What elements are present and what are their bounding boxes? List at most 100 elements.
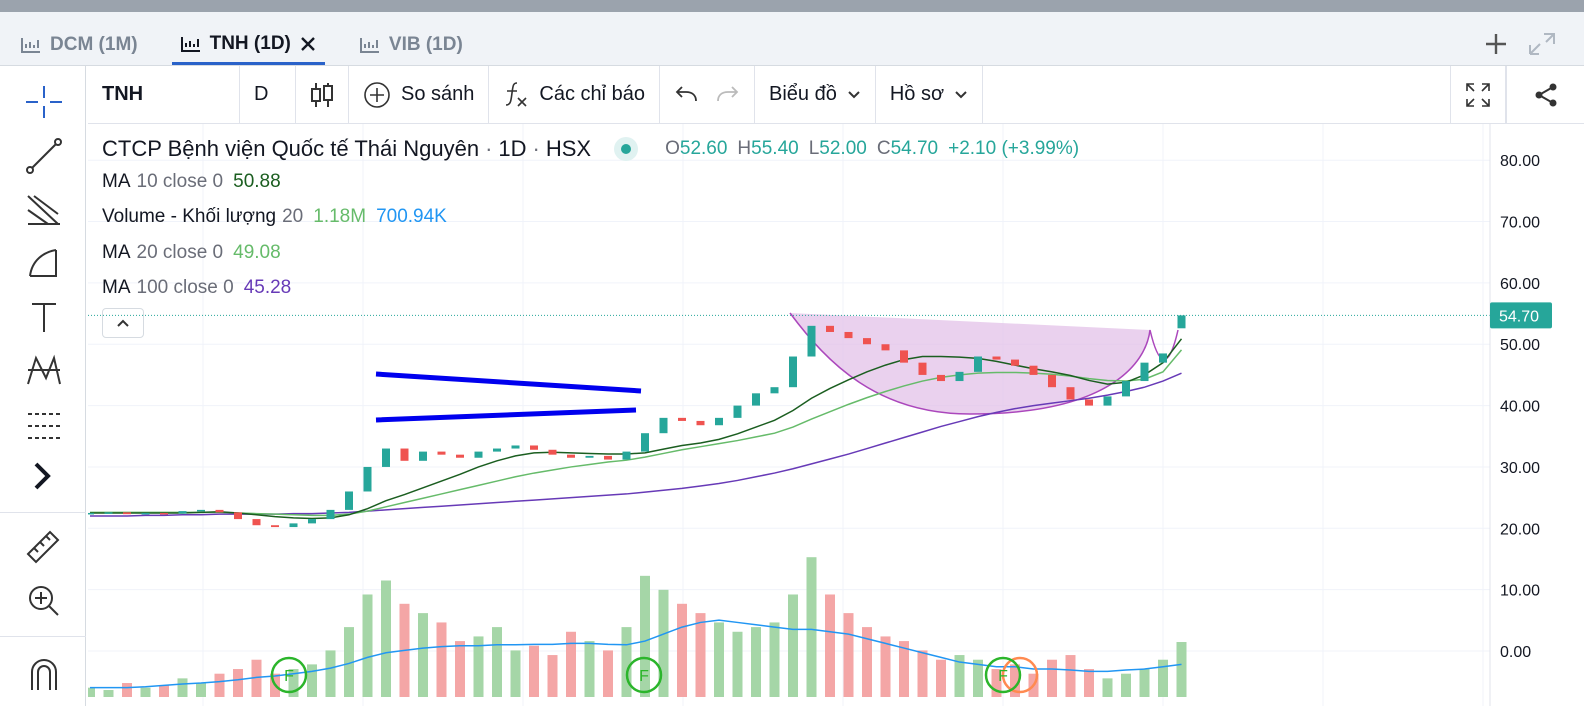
zoom-tool[interactable]	[24, 582, 64, 618]
chevron	[848, 90, 860, 98]
tab-actions[interactable]	[1484, 30, 1574, 58]
fullscreen-icon	[1466, 82, 1490, 107]
candle-body	[807, 325, 816, 357]
series-layer	[88, 314, 1490, 697]
ohlc-key: C	[876, 138, 891, 159]
volume-bar	[732, 631, 743, 697]
interval-label: D	[254, 83, 269, 105]
candle-body	[770, 387, 779, 394]
volume-bar	[640, 575, 650, 697]
volume-bar	[695, 613, 706, 697]
legend: CTCP Bệnh viện Quốc tế Thái Nguyên · 1D · …	[102, 134, 1079, 338]
fib-tool[interactable]	[24, 192, 64, 228]
tab-icon	[180, 36, 200, 52]
compare[interactable]: So sánh	[349, 66, 490, 123]
profile-menu[interactable]: Hồ sơ	[876, 66, 984, 123]
crosshair-tool[interactable]	[24, 84, 64, 120]
tab[interactable]: VIB (1D)	[351, 25, 471, 65]
candle-body	[419, 451, 427, 461]
more-tools[interactable]	[24, 458, 64, 494]
drawing-toolbar	[0, 66, 86, 706]
candle-body	[1029, 365, 1038, 375]
cup-drawing	[790, 313, 1150, 414]
candle-body	[863, 338, 871, 345]
volume-bar	[677, 603, 687, 697]
shape-tool[interactable]	[24, 246, 64, 282]
line-tool[interactable]	[24, 138, 64, 174]
ohlc-key: O	[665, 138, 680, 159]
candle-body	[900, 350, 908, 363]
volume-bar	[566, 631, 576, 697]
candle-body	[382, 448, 390, 467]
chevron-up	[117, 319, 129, 327]
chart-menu[interactable]: Biểu đồ	[755, 66, 876, 123]
divider	[0, 512, 86, 513]
candle-body	[955, 371, 964, 382]
interval[interactable]: D	[240, 66, 296, 123]
volume-bar	[492, 627, 502, 697]
undo[interactable]	[674, 85, 698, 105]
magnet-tool[interactable]	[24, 656, 64, 692]
collapse-legend[interactable]	[102, 308, 144, 338]
volume-bar	[991, 669, 1002, 697]
indicator-name: Volume - Khối lượng	[102, 206, 277, 228]
volume-bar	[584, 641, 595, 697]
symbol-search[interactable]: TNH	[88, 66, 240, 123]
indicators[interactable]: Các chỉ báo	[489, 66, 661, 123]
tab-icon	[359, 38, 379, 53]
candle-body	[1177, 315, 1186, 329]
tab[interactable]: TNH (1D)	[171, 25, 325, 65]
pattern-tool[interactable]	[24, 352, 64, 388]
indicator-value: 50.88	[233, 170, 281, 192]
y-tick-label: 30.00	[1500, 460, 1540, 477]
candle-body	[400, 448, 409, 461]
volume-bar	[88, 687, 95, 697]
ohlc-item: C54.70	[877, 138, 938, 160]
measure-tool[interactable]	[24, 406, 64, 442]
compare-label: So sánh	[401, 83, 475, 105]
y-tick-label: 80.00	[1500, 153, 1540, 170]
candle-body	[604, 455, 612, 460]
chart-type[interactable]	[296, 66, 349, 123]
close-tab[interactable]	[299, 35, 317, 53]
undo-redo[interactable]	[660, 66, 756, 123]
ohlc-value: 54.70	[890, 138, 939, 159]
candle-body	[974, 356, 982, 372]
candle-body	[271, 525, 279, 528]
ohlc-value: 52.00	[819, 138, 867, 159]
tab[interactable]: DCM (1M)	[12, 25, 146, 65]
candle-body	[437, 451, 446, 455]
volume-bar	[436, 622, 447, 697]
share[interactable]	[1506, 66, 1584, 123]
volume-bar	[196, 683, 206, 697]
text-tool[interactable]	[24, 300, 64, 336]
indicator-params: 20	[282, 206, 304, 228]
indicator-row: MA 10 close 0 50.88	[102, 164, 1079, 200]
ruler-tool[interactable]	[24, 528, 64, 564]
volume-bar	[122, 683, 132, 697]
volume-bar	[1139, 669, 1150, 697]
volume-bar	[917, 650, 928, 697]
candle-body	[308, 519, 316, 524]
tab-icon	[21, 38, 40, 53]
volume-bar	[307, 664, 317, 697]
volume-bar	[288, 669, 299, 697]
candle-body	[881, 344, 890, 351]
indicator-params: 10 close 0	[136, 170, 224, 192]
redo[interactable]	[716, 85, 740, 105]
volume-bar	[362, 594, 373, 697]
share-icon	[1535, 83, 1556, 106]
candle-body	[844, 331, 853, 339]
fullscreen[interactable]	[1450, 66, 1506, 123]
y-tick-label: 10.00	[1500, 583, 1540, 600]
candle-body	[511, 445, 520, 449]
candle-body	[1140, 362, 1149, 382]
volume-bar	[381, 580, 391, 697]
candle-body	[363, 466, 372, 492]
indicators-label: Các chỉ báo	[539, 83, 646, 105]
candle-body	[733, 405, 742, 418]
plus-icon	[364, 81, 390, 108]
chart-toolbar: TNH D So sánh Các chỉ báo Biểu đồ Hồ sơ	[88, 66, 1584, 124]
price-axis	[1490, 124, 1584, 706]
